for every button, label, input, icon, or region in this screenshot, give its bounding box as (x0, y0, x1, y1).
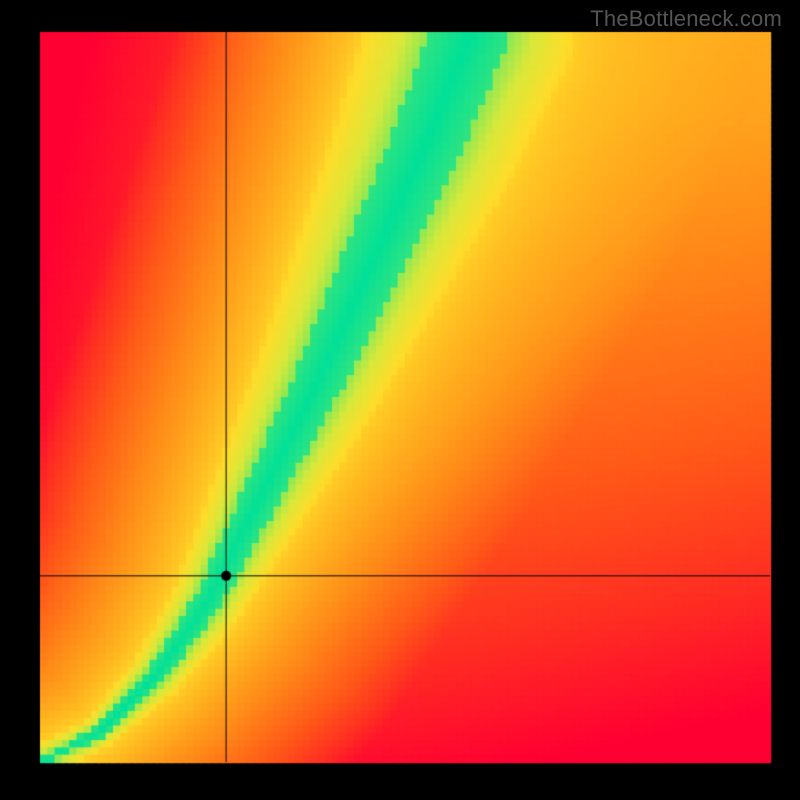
watermark-label: TheBottleneck.com (590, 6, 782, 32)
bottleneck-heatmap (0, 0, 800, 800)
